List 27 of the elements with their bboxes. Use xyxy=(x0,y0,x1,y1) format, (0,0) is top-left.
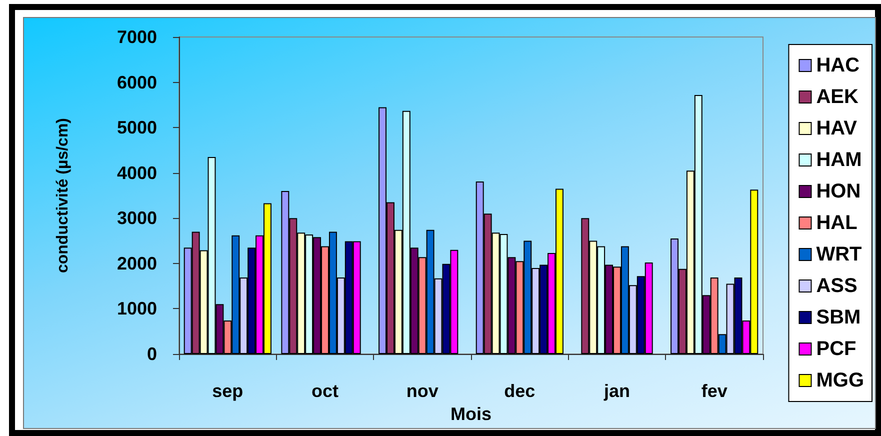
y-tick-label: 1000 xyxy=(116,298,157,319)
x-tick-label: dec xyxy=(504,381,536,401)
legend-label: PCF xyxy=(816,338,856,360)
x-axis-title: Mois xyxy=(450,404,492,424)
y-tick-label: 2000 xyxy=(116,253,157,274)
y-tick-label: 6000 xyxy=(116,72,157,92)
y-tick-label: 4000 xyxy=(116,162,157,183)
legend-label: ASS xyxy=(816,275,858,297)
legend-label: HON xyxy=(816,180,861,202)
y-tick-label: 0 xyxy=(146,344,157,364)
x-tick-label: jan xyxy=(602,381,630,401)
y-tick-label: 5000 xyxy=(116,118,157,138)
x-tick-label: sep xyxy=(212,381,244,401)
legend-label: SBM xyxy=(816,306,861,328)
legend-label: HAM xyxy=(816,149,862,171)
legend-label: WRT xyxy=(816,244,862,266)
x-tick-label: oct xyxy=(312,381,339,401)
y-tick-label: 3000 xyxy=(116,208,157,228)
legend-label: AEK xyxy=(816,86,860,108)
legend-label: HAC xyxy=(816,54,860,76)
x-tick-label: nov xyxy=(406,381,438,401)
legend-label: HAV xyxy=(816,118,858,140)
legend-label: MGG xyxy=(816,370,864,392)
legend-label: HAL xyxy=(816,212,858,234)
x-tick-label: fev xyxy=(701,381,728,401)
y-tick-label: 7000 xyxy=(116,27,157,47)
y-axis-title: conductivité (µs/cm) xyxy=(54,118,72,274)
